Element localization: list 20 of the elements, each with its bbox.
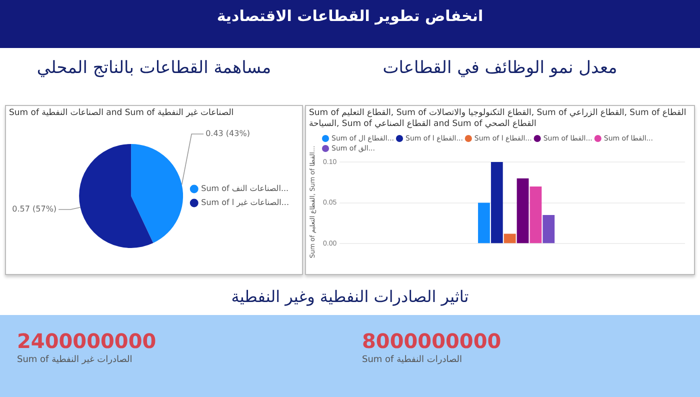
bar (542, 215, 555, 244)
bar (516, 178, 529, 244)
chart-title: مساهمة القطاعات بالناتج المحلي (36, 58, 272, 78)
chart-subtitle: Sum of الصناعات النفطية and Sum of الصناعات غير النفطية (9, 108, 235, 119)
data-label: 8000000000 (362, 329, 502, 353)
data-label: 2400000000 (17, 329, 156, 353)
text: انخفاض تطوير القطاعات الاقتصادية (0, 0, 700, 48)
legend-label: Sum of الصناعات النف... (201, 184, 289, 194)
category-label: Sum of الصادرات النفطية (362, 355, 462, 365)
data-label: 0.57 (57%) (12, 204, 57, 214)
category-label: Sum of الصادرات غير النفطية (17, 355, 132, 365)
bar (490, 162, 503, 244)
bar (478, 202, 490, 244)
legend-label: Sum of الصناعات غير ا... (201, 198, 290, 208)
bar (504, 234, 516, 244)
chart-title: معدل نمو الوظائف في القطاعات (382, 58, 618, 78)
text: تاثير الصادرات النفطية وغير النفطية (230, 287, 470, 306)
chart-subtitle: Sum of القطاع التعليم, Sum of القطاع التكنولوجيا والاتصالات, Sum of القطاع الزراعي, Sum of القطاع السياحة, Sum of القطاع الصناعي and Sum of القطاع الصحي (309, 108, 688, 130)
data-label: 0.43 (43%) (206, 129, 250, 138)
bar (530, 186, 542, 244)
